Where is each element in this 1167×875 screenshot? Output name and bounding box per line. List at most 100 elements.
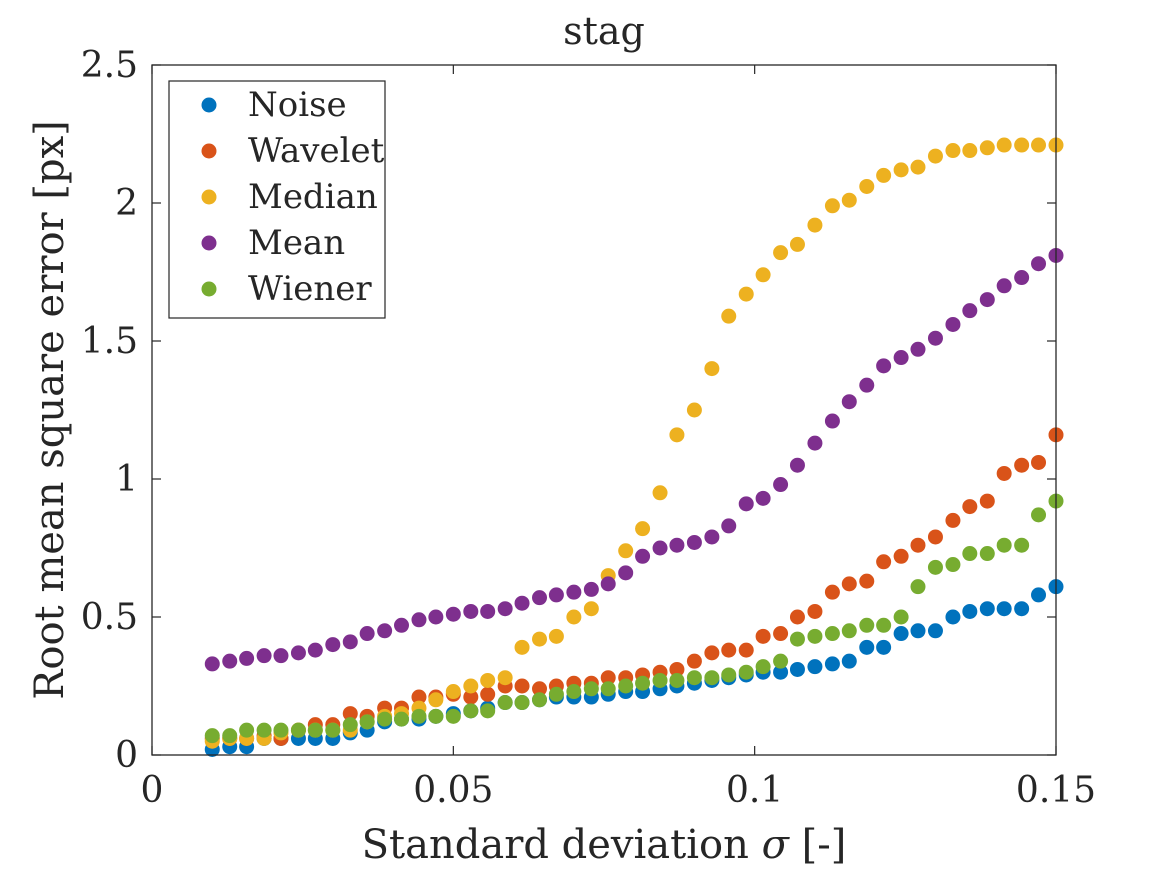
data-point — [463, 689, 479, 705]
data-point — [307, 722, 323, 738]
x-axis-label: Standard deviation σ [-] — [362, 822, 847, 868]
data-point — [893, 162, 909, 178]
data-point — [807, 603, 823, 619]
data-point — [377, 623, 393, 639]
data-point — [359, 626, 375, 642]
data-point — [996, 601, 1012, 617]
data-point — [686, 534, 702, 550]
data-point — [1031, 137, 1047, 153]
data-point — [445, 606, 461, 622]
data-point — [893, 350, 909, 366]
data-point — [927, 330, 943, 346]
data-point — [532, 692, 548, 708]
legend-item-noise: Noise — [201, 85, 347, 125]
data-point — [945, 143, 961, 159]
data-point — [273, 722, 289, 738]
data-point — [789, 609, 805, 625]
data-point — [893, 548, 909, 564]
data-point — [704, 361, 720, 377]
data-point — [411, 708, 427, 724]
data-point — [876, 639, 892, 655]
data-point — [996, 278, 1012, 294]
data-point — [497, 695, 513, 711]
data-point — [652, 672, 668, 688]
data-points — [204, 137, 1064, 757]
data-point — [428, 692, 444, 708]
data-point — [222, 653, 238, 669]
y-axis: 0 0.5 1 1.5 2 2.5 — [81, 45, 1056, 776]
data-point — [738, 286, 754, 302]
data-point — [445, 708, 461, 724]
data-point — [721, 642, 737, 658]
data-point — [463, 678, 479, 694]
data-point — [979, 546, 995, 562]
data-point — [394, 617, 410, 633]
data-point — [652, 540, 668, 556]
data-point — [738, 496, 754, 512]
y-tick-label: 2 — [115, 183, 138, 224]
data-point — [996, 465, 1012, 481]
data-point — [979, 601, 995, 617]
data-point — [686, 653, 702, 669]
x-axis: 0 0.05 0.1 0.15 — [141, 65, 1096, 811]
data-point — [290, 722, 306, 738]
data-point — [583, 601, 599, 617]
data-point — [704, 529, 720, 545]
data-point — [841, 192, 857, 208]
legend: Noise Wavelet Median Mean Wiener — [168, 80, 386, 319]
data-point — [204, 728, 220, 744]
data-point — [635, 675, 651, 691]
sigma-symbol: σ — [762, 822, 791, 868]
y-axis-label: Root mean square error [px] — [27, 120, 73, 699]
data-point — [359, 714, 375, 730]
data-point — [1031, 587, 1047, 603]
data-point — [532, 681, 548, 697]
data-point — [927, 148, 943, 164]
x-axis-label-prefix: Standard deviation — [362, 822, 762, 868]
y-tick-label: 1 — [115, 459, 138, 500]
data-point — [411, 689, 427, 705]
data-point — [686, 402, 702, 418]
data-point — [945, 316, 961, 332]
data-point — [789, 661, 805, 677]
legend-label: Wavelet — [248, 131, 385, 171]
data-point — [342, 634, 358, 650]
legend-item-median: Median — [201, 177, 378, 217]
data-point — [962, 603, 978, 619]
data-point — [566, 584, 582, 600]
chart-title: stag — [563, 9, 645, 53]
data-point — [600, 681, 616, 697]
data-point — [669, 661, 685, 677]
data-point — [721, 518, 737, 534]
legend-item-wavelet: Wavelet — [201, 131, 385, 171]
data-point — [514, 695, 530, 711]
data-point — [962, 499, 978, 515]
x-tick-label: 0 — [141, 770, 164, 811]
data-point — [910, 537, 926, 553]
data-point — [514, 678, 530, 694]
y-tick-label: 0 — [115, 735, 138, 776]
data-point — [566, 609, 582, 625]
data-point — [256, 648, 272, 664]
data-point — [824, 413, 840, 429]
data-point — [480, 686, 496, 702]
legend-marker — [201, 189, 217, 205]
data-point — [910, 579, 926, 595]
data-point — [704, 645, 720, 661]
data-point — [618, 565, 634, 581]
series-wiener — [204, 493, 1064, 744]
data-point — [669, 537, 685, 553]
data-point — [755, 267, 771, 283]
data-point — [669, 427, 685, 443]
data-point — [962, 143, 978, 159]
data-point — [893, 626, 909, 642]
legend-marker — [201, 97, 217, 113]
data-point — [876, 554, 892, 570]
data-point — [824, 656, 840, 672]
data-point — [480, 672, 496, 688]
data-point — [841, 623, 857, 639]
legend-item-wiener: Wiener — [201, 269, 372, 309]
data-point — [1031, 256, 1047, 272]
data-point — [962, 303, 978, 319]
axes-box — [151, 64, 1057, 756]
